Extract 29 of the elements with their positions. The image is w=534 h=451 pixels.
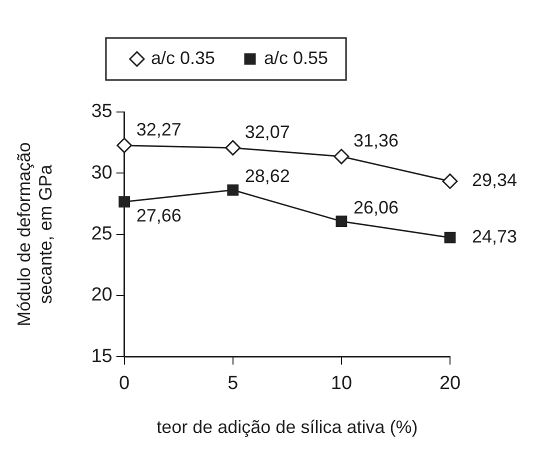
y-tick-label: 35	[91, 101, 112, 122]
data-label: 28,62	[244, 166, 290, 186]
y-tick-label: 15	[91, 346, 112, 367]
data-label: 32,07	[244, 122, 290, 142]
point	[442, 173, 458, 189]
data-label: 26,06	[353, 197, 398, 218]
x-axis-title: teor de adição de sílica ativa (%)	[156, 417, 418, 438]
data-label: 24,73	[472, 226, 518, 247]
y-axis-title: Módulo de deformação secante, em GPa	[14, 142, 56, 326]
data-label: 31,36	[353, 130, 398, 150]
y-tick-label: 30	[91, 162, 112, 184]
x-tick-label: 0	[119, 373, 130, 394]
legend-label: a/c 0.55	[264, 48, 328, 68]
point	[116, 138, 132, 154]
point	[334, 148, 350, 164]
x-tick-label: 20	[439, 373, 461, 394]
point	[118, 196, 130, 208]
data-label: 27,66	[136, 206, 182, 226]
point	[444, 232, 456, 244]
point	[225, 140, 241, 156]
y-tick-label: 20	[91, 284, 112, 306]
y-tick-label: 25	[91, 224, 112, 245]
x-tick-label: 10	[330, 373, 352, 394]
data-label: 29,34	[472, 170, 518, 190]
x-tick-label: 5	[228, 373, 238, 394]
legend-label: a/c 0.35	[150, 48, 215, 68]
point	[336, 216, 348, 228]
data-label: 32,27	[136, 119, 182, 140]
point	[227, 184, 239, 196]
